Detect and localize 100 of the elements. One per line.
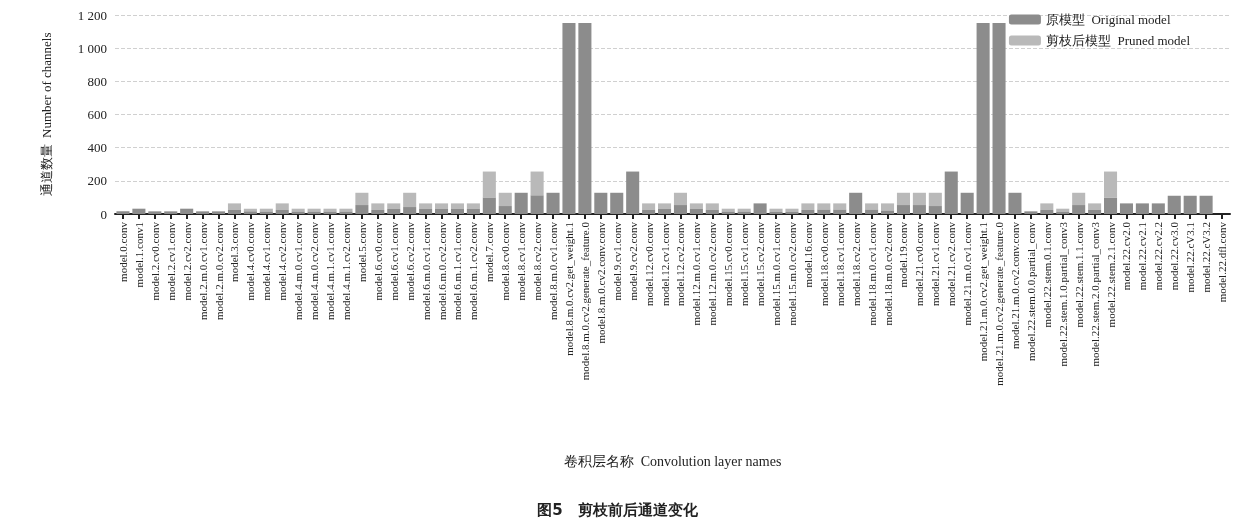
bar <box>769 208 783 213</box>
x-tick-label: model.2.cv1.conv <box>164 221 177 301</box>
bar <box>132 208 146 214</box>
x-tick-label: model.6.cv1.conv <box>387 221 400 301</box>
bar <box>1088 203 1102 211</box>
bar <box>435 209 449 214</box>
x-tick-label: model.22.cV3.2 <box>1200 222 1213 293</box>
y-tick-label: 800 <box>87 73 107 89</box>
x-tick-label: model.22.cv2.0 <box>1120 221 1133 291</box>
bar <box>658 209 672 214</box>
x-tick-label: model.19.conv <box>897 221 910 288</box>
bar <box>482 197 496 214</box>
x-tick-label: model.6.m.0.cv1.conv <box>419 221 432 321</box>
x-tick-label: model.1.conv1 <box>132 222 145 288</box>
bar <box>817 209 831 214</box>
x-tick-label: model.22.stem.1.1.conv <box>1072 221 1085 328</box>
bar <box>371 203 385 211</box>
bar <box>196 211 210 214</box>
x-tick-label: model.4.m.0.cv2.conv <box>308 221 321 321</box>
bar <box>546 192 560 214</box>
x-tick-label: model.21.cv2.conv <box>945 221 958 307</box>
x-tick-label: model.15.m.0.cv2.conv <box>785 221 798 326</box>
bar <box>817 203 831 210</box>
bar <box>785 208 799 213</box>
x-tick-label: model.0.conv <box>116 221 129 282</box>
x-tick-label: model.15.m.0.cv1.conv <box>770 221 783 326</box>
text: 图5 剪枝前后通道变化 <box>537 500 699 519</box>
x-tick-label: model.22.stem.0.0.partial_conv <box>1024 221 1037 361</box>
bar <box>355 205 369 214</box>
x-tick-label: model.8.cv1.conv <box>515 221 528 301</box>
bar <box>498 192 512 207</box>
bar <box>1167 195 1181 214</box>
x-tick-label: model.4.cv2.conv <box>276 221 289 301</box>
bar <box>928 206 942 214</box>
x-tick-label: model.6.m.1.cv2.conv <box>467 221 480 321</box>
bar <box>689 209 703 214</box>
bar <box>1008 192 1022 214</box>
bar <box>753 203 767 214</box>
bar <box>403 207 417 214</box>
x-tick-label: model.22.stem.0.1.conv <box>1040 221 1053 328</box>
y-tick-label: 0 <box>100 206 107 222</box>
bar <box>833 209 847 214</box>
bar <box>594 192 608 214</box>
bar <box>1104 171 1118 198</box>
bar <box>1072 205 1086 214</box>
x-tick-label: model.18.cv0.conv <box>817 221 830 307</box>
y-tick-label: 1 000 <box>77 40 107 56</box>
bar <box>801 210 815 214</box>
bar <box>530 171 544 196</box>
bar <box>1072 192 1086 206</box>
bar <box>227 203 241 211</box>
bar <box>435 203 449 210</box>
x-tick-label: model.21.m.0.cv2.conv.conv <box>1008 221 1021 349</box>
x-tick-label: model.8.m.0.cv2.conv.conv <box>594 221 607 344</box>
x-tick-label: model.8.m.0.cv1.conv <box>547 221 560 321</box>
bar <box>626 171 640 214</box>
bar <box>275 210 289 214</box>
bar <box>514 192 528 214</box>
bar <box>928 192 942 207</box>
bar <box>960 192 974 214</box>
x-tick-label: model.8.cv0.conv <box>499 221 512 301</box>
bar <box>673 192 687 206</box>
bar <box>1104 197 1118 214</box>
bar <box>1199 195 1213 214</box>
bar <box>1040 203 1054 211</box>
bar <box>355 192 369 206</box>
x-tick-label: model.21.m.0.cv2.generate_feature.0 <box>993 221 1006 386</box>
x-tick-label: model.4.m.0.cv1.conv <box>292 221 305 321</box>
bar <box>1024 211 1038 214</box>
bar <box>881 203 895 211</box>
bar <box>387 209 401 214</box>
x-tick-label: model.22.stem.1.0.partial_conv3 <box>1056 221 1069 367</box>
x-tick-label: model.6.cv2.conv <box>403 221 416 301</box>
bar <box>371 210 385 214</box>
x-tick-label: model.6.m.0.cv2.conv <box>435 221 448 321</box>
bar <box>610 192 624 214</box>
bar <box>466 203 480 210</box>
x-tick-label: model.7.conv <box>483 221 496 282</box>
bar <box>227 210 241 214</box>
bar <box>896 205 910 214</box>
bar <box>642 203 656 211</box>
bar <box>450 203 464 210</box>
bar <box>1151 203 1165 214</box>
bar <box>387 203 401 210</box>
y-axis-title: 通道数量 Number of channels <box>39 32 54 197</box>
bar <box>419 209 433 214</box>
bar <box>1183 195 1197 214</box>
x-tick-label: model.22.stem.2.1.conv <box>1104 221 1117 328</box>
bar <box>912 192 926 206</box>
bar <box>562 22 576 214</box>
bar <box>578 22 592 214</box>
y-tick-label: 1 200 <box>77 7 107 23</box>
x-tick-label: model.3.conv <box>228 221 241 282</box>
bar <box>992 22 1006 214</box>
x-tick-label: model.22.cv2.2 <box>1152 222 1165 291</box>
y-tick-label: 600 <box>87 107 107 122</box>
x-tick-label: model.21.cv1.conv <box>929 221 942 307</box>
x-tick-label: model.18.m.0.cv2.conv <box>881 221 894 326</box>
y-tick-label: 400 <box>87 140 107 156</box>
bar <box>1040 210 1054 214</box>
